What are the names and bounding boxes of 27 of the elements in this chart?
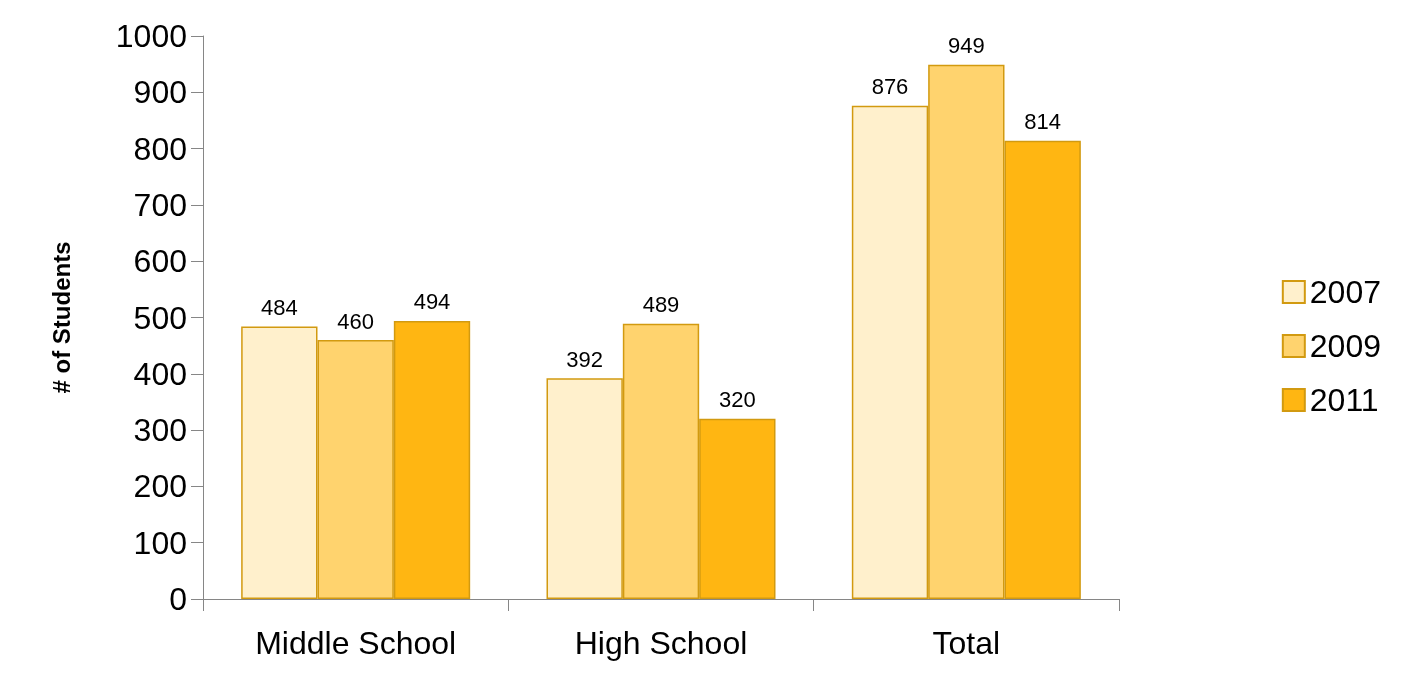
x-tick-label: Middle School: [255, 625, 457, 661]
y-tick-label: 700: [133, 186, 187, 223]
y-tick-label: 800: [133, 130, 187, 167]
y-tick-label: 100: [133, 524, 187, 561]
legend-label: 2011: [1309, 382, 1379, 418]
y-tick-label: 400: [133, 355, 187, 392]
y-tick-label: 500: [133, 299, 187, 336]
data-label: 814: [1024, 109, 1062, 135]
data-label: 484: [260, 295, 298, 321]
y-axis-title: # of Students: [47, 241, 75, 394]
y-tick-label: 300: [133, 412, 187, 449]
data-label: 876: [871, 74, 909, 100]
data-label: 489: [642, 292, 680, 318]
data-label: 949: [947, 33, 985, 59]
data-label: 494: [413, 289, 451, 315]
y-tick-label: 600: [133, 243, 187, 280]
x-tick-label: High School: [574, 625, 748, 661]
y-tick-label: 0: [169, 581, 187, 617]
data-label: 460: [337, 308, 375, 334]
y-tick-label: 200: [133, 468, 187, 505]
data-label: 320: [718, 387, 756, 413]
data-label: 392: [566, 346, 604, 372]
y-tick-label: 900: [133, 74, 187, 111]
x-tick-label: Total: [932, 625, 1001, 661]
legend-label: 2009: [1309, 328, 1381, 364]
y-tick-label: 1000: [115, 18, 187, 54]
legend-label: 2007: [1309, 274, 1381, 310]
